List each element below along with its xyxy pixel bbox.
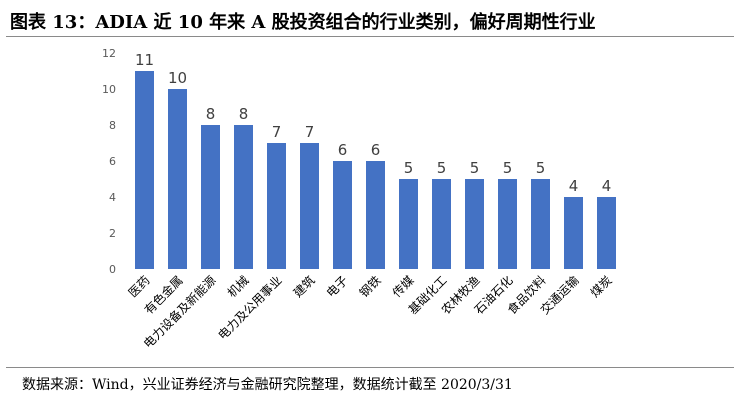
- bar: [333, 161, 352, 269]
- data-label: 7: [272, 123, 282, 141]
- bar: [432, 179, 451, 269]
- data-label: 5: [437, 159, 447, 177]
- bar-chart: 0 2 4 6 8 10 12 11 10 8 8 7 7 6 6 5 5 5 5 5 4 4 医药有色金属电力设备及新…: [102, 47, 616, 351]
- bar: [201, 125, 220, 269]
- bar: [366, 161, 385, 269]
- category-label: 传媒: [389, 273, 417, 301]
- y-tick-label: 2: [109, 227, 116, 240]
- data-label: 8: [206, 105, 216, 123]
- category-label: 钢铁: [357, 273, 384, 300]
- data-label: 10: [168, 69, 187, 87]
- y-tick-label: 6: [109, 155, 116, 168]
- data-label: 5: [404, 159, 414, 177]
- category-label: 机械: [224, 273, 252, 301]
- y-tick-label: 8: [109, 119, 116, 132]
- bar: [267, 143, 286, 269]
- bar: [465, 179, 484, 269]
- bottom-divider: [6, 367, 734, 368]
- data-label: 7: [305, 123, 315, 141]
- data-labels: 11 10 8 8 7 7 6 6 5 5 5 5 5 4 4: [135, 51, 611, 195]
- chart-title: 图表 13：ADIA 近 10 年来 A 股投资组合的行业类别，偏好周期性行业: [10, 12, 596, 33]
- category-label: 医药: [126, 273, 153, 300]
- y-tick-label: 0: [109, 263, 116, 276]
- y-axis: 0 2 4 6 8 10 12: [102, 47, 116, 276]
- data-label: 6: [371, 141, 381, 159]
- data-label: 5: [470, 159, 480, 177]
- data-label: 6: [338, 141, 348, 159]
- bar: [234, 125, 253, 269]
- category-label: 建筑: [290, 273, 318, 301]
- bar: [168, 89, 187, 269]
- data-label: 11: [135, 51, 154, 69]
- data-label: 5: [503, 159, 513, 177]
- bar: [564, 197, 583, 269]
- y-tick-label: 10: [102, 83, 116, 96]
- bar: [300, 143, 319, 269]
- data-label: 5: [536, 159, 546, 177]
- category-label: 煤炭: [588, 273, 615, 300]
- bar: [399, 179, 418, 269]
- y-tick-label: 12: [102, 47, 116, 60]
- data-label: 4: [602, 177, 612, 195]
- data-label: 8: [239, 105, 249, 123]
- y-tick-label: 4: [109, 191, 116, 204]
- source-note: 数据来源：Wind，兴业证券经济与金融研究院整理，数据统计截至 2020/3/3…: [22, 377, 513, 393]
- bars: [135, 71, 616, 269]
- bar: [531, 179, 550, 269]
- bar: [135, 71, 154, 269]
- top-divider: [6, 36, 734, 37]
- category-label: 电子: [324, 273, 351, 300]
- bar: [498, 179, 517, 269]
- data-label: 4: [569, 177, 579, 195]
- bar: [597, 197, 616, 269]
